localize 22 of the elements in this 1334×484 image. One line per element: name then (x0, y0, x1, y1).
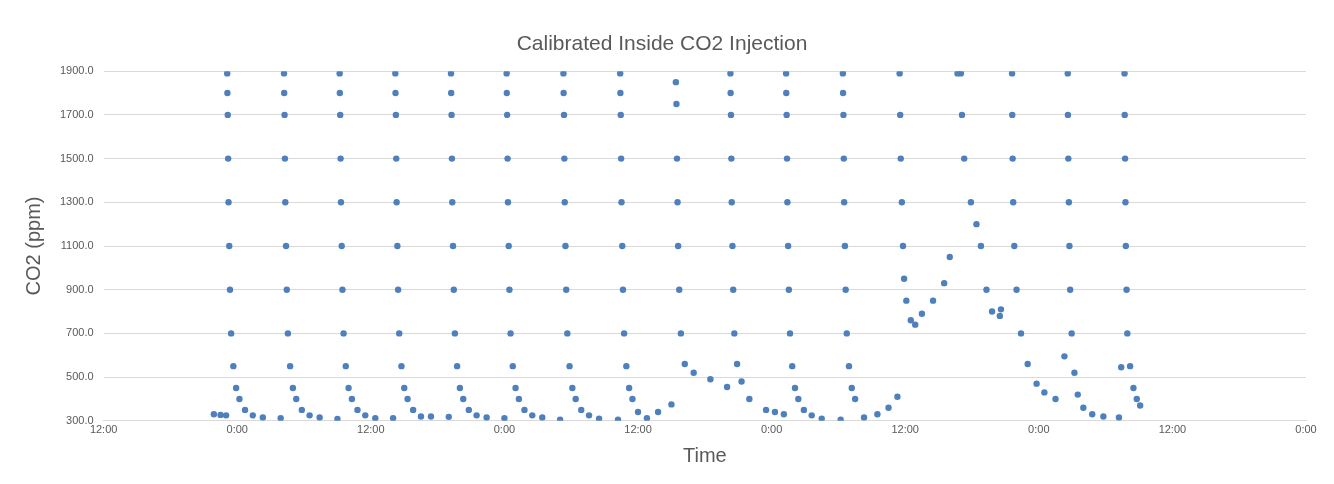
x-tick-label: 12:00 (624, 423, 652, 436)
x-tick-label: 0:00 (493, 423, 516, 436)
x-tick-label: 0:00 (226, 423, 248, 436)
y-tick-label: 1100.0 (60, 239, 94, 252)
x-axis-title: Time (682, 443, 727, 466)
x-tick-label: 12:00 (89, 423, 118, 436)
x-tick-label: 0:00 (1028, 423, 1050, 436)
y-tick-label: 700.0 (66, 326, 94, 339)
x-tick-label: 12:00 (1158, 423, 1187, 436)
y-tick-label: 900.0 (66, 282, 94, 295)
y-tick-label: 1300.0 (59, 195, 94, 208)
y-tick-label: 1900.0 (59, 64, 94, 77)
chart-title: Calibrated Inside CO2 Injection (516, 31, 808, 55)
x-tick-label: 12:00 (357, 423, 385, 436)
y-axis-title: CO2 (ppm) (21, 196, 44, 296)
y-tick-label: 500.0 (66, 370, 94, 383)
y-tick-label: 1700.0 (59, 107, 94, 120)
y-tick-label: 300.0 (66, 413, 94, 426)
y-tick-label: 1500.0 (59, 151, 94, 164)
x-tick-label: 0:00 (760, 423, 783, 436)
x-tick-label: 0:00 (1295, 423, 1317, 436)
x-tick-label: 12:00 (891, 423, 919, 436)
